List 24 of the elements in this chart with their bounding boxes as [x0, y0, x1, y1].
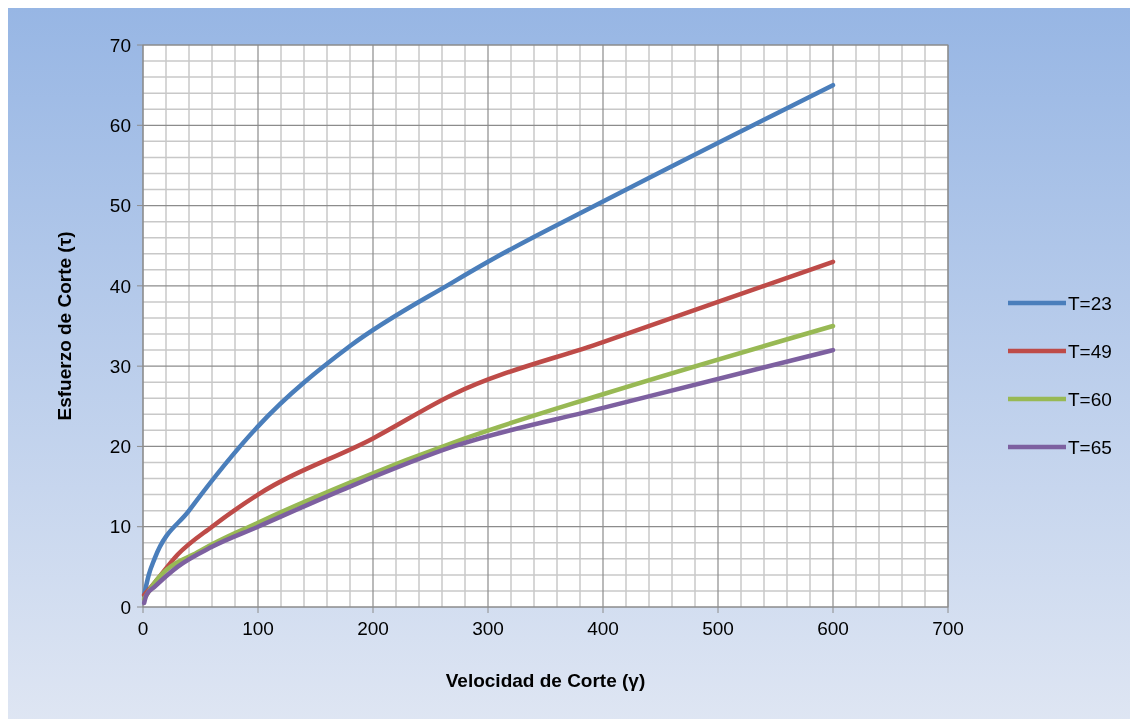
y-tick-label: 70 — [109, 34, 131, 56]
x-tick-label: 600 — [817, 618, 849, 639]
y-tick-label: 10 — [109, 516, 131, 538]
y-axis-title: Esfuerzo de Corte (τ) — [54, 231, 75, 421]
y-tick-label: 40 — [109, 275, 131, 297]
x-axis-title: Velocidad de Corte (γ) — [445, 670, 646, 691]
line-series — [141, 82, 836, 598]
x-tick-label: 500 — [702, 618, 734, 639]
legend-label: T=65 — [1068, 436, 1112, 458]
y-tick-label: 50 — [109, 195, 131, 217]
y-tick-label: 30 — [109, 355, 131, 377]
x-tick-label: 100 — [242, 618, 274, 639]
x-tick-label: 0 — [137, 618, 149, 639]
y-tick-label: 20 — [109, 436, 131, 458]
legend-label: T=49 — [1068, 340, 1112, 362]
x-tick-label: 400 — [587, 618, 619, 639]
x-tick-label: 200 — [357, 618, 389, 639]
y-tick-label: 0 — [120, 596, 131, 618]
x-tick-label: 300 — [472, 618, 504, 639]
legend-label: T=23 — [1068, 292, 1112, 314]
legend-label: T=60 — [1068, 388, 1112, 410]
x-tick-label: 700 — [932, 618, 964, 639]
line-series — [141, 259, 836, 598]
y-tick-label: 60 — [109, 114, 131, 136]
